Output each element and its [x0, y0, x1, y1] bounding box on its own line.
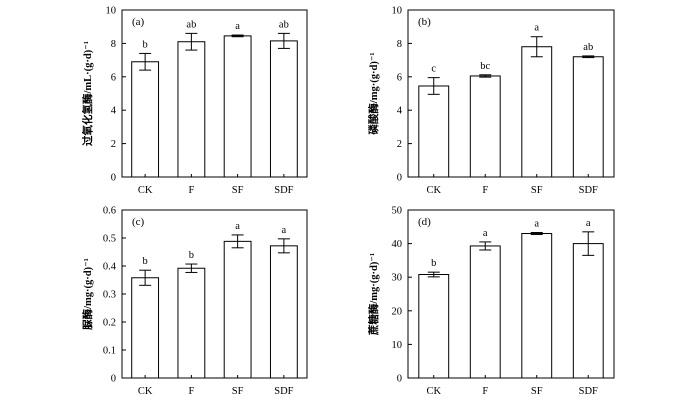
- ytick-label-c-0: 0: [111, 374, 116, 385]
- significance-label-c-3: a: [282, 225, 287, 236]
- significance-label-b-3: ab: [583, 42, 593, 53]
- significance-label-d-2: a: [534, 219, 539, 230]
- category-label-c-1: F: [188, 386, 194, 397]
- ytick-label-b-4: 8: [397, 39, 402, 50]
- category-label-a-2: SF: [232, 185, 244, 196]
- ytick-label-d-1: 10: [392, 340, 403, 351]
- category-label-d-0: CK: [426, 386, 441, 397]
- plot-frame-a: [121, 9, 308, 178]
- significance-label-a-2: a: [235, 21, 240, 32]
- category-label-b-0: CK: [426, 185, 441, 196]
- ytick-label-a-2: 4: [111, 106, 117, 117]
- plot-frame-d: [407, 209, 615, 379]
- ytick-label-b-2: 4: [397, 106, 403, 117]
- category-label-a-1: F: [188, 185, 194, 196]
- ytick-label-b-0: 0: [397, 173, 402, 184]
- bar-d-0: [418, 274, 450, 379]
- significance-label-b-2: a: [534, 23, 539, 34]
- ytick-label-c-6: 0.6: [103, 206, 116, 217]
- panel-label-c: (c): [132, 216, 145, 228]
- ytick-label-d-3: 30: [392, 273, 403, 284]
- ytick-label-b-1: 2: [397, 139, 402, 150]
- significance-label-d-0: b: [431, 258, 436, 269]
- significance-label-b-0: c: [431, 64, 436, 75]
- panel-b: 0 2 4 6 8 10 c CK bc Fa SF ab SDF (b) 磷酸酶/mg·(g·d)⁻¹: [367, 6, 615, 196]
- bar-d-3: [572, 243, 604, 379]
- category-label-d-2: SF: [531, 386, 543, 397]
- bar-c-3: [269, 245, 298, 379]
- ytick-label-a-1: 2: [111, 139, 116, 150]
- significance-label-c-0: b: [143, 256, 148, 267]
- significance-label-d-3: a: [586, 218, 591, 229]
- ytick-label-d-5: 50: [392, 206, 403, 217]
- significance-label-a-0: b: [143, 39, 148, 50]
- ytick-label-d-0: 0: [397, 374, 402, 385]
- ytick-label-a-4: 8: [111, 39, 116, 50]
- panel-label-a: (a): [132, 16, 145, 28]
- bar-b-3: [572, 56, 604, 178]
- category-label-b-1: F: [482, 185, 488, 196]
- ytick-label-b-5: 10: [392, 6, 403, 17]
- y-axis-title-b: 磷酸酶/mg·(g·d)⁻¹: [367, 52, 380, 134]
- significance-label-d-1: a: [483, 228, 488, 239]
- bar-d-2: [521, 233, 553, 379]
- bar-a-1: [177, 41, 206, 178]
- category-label-a-3: SDF: [274, 185, 293, 196]
- bar-b-2: [521, 46, 553, 178]
- panel-c: 0 0.1 0.2 0.3 0.4 0.5 0.6 b CK b Fa SF a SDF (c) 脲酶/mg·…: [81, 206, 308, 397]
- category-label-d-1: F: [482, 386, 488, 397]
- bar-a-0: [131, 61, 160, 178]
- category-label-c-0: CK: [138, 386, 153, 397]
- significance-label-b-1: bc: [480, 61, 490, 72]
- category-label-c-2: SF: [232, 386, 244, 397]
- panel-label-d: (d): [418, 216, 431, 228]
- ytick-label-d-2: 20: [392, 306, 403, 317]
- significance-label-c-1: b: [189, 250, 194, 261]
- ytick-label-c-5: 0.5: [103, 234, 116, 245]
- plot-frame-b: [407, 9, 615, 178]
- category-label-b-2: SF: [531, 185, 543, 196]
- significance-label-c-2: a: [235, 221, 240, 232]
- bar-c-1: [177, 267, 206, 379]
- ytick-label-c-1: 0.1: [103, 346, 116, 357]
- bar-a-3: [269, 40, 298, 178]
- category-label-b-3: SDF: [579, 185, 598, 196]
- bar-b-1: [469, 75, 501, 178]
- significance-label-a-3: ab: [279, 19, 289, 30]
- ytick-label-a-0: 0: [111, 173, 116, 184]
- y-axis-title-c: 脲酶/mg·(g·d)⁻¹: [81, 258, 94, 330]
- y-axis-title-a: 过氧化氢酶/mL·(g·d)⁻¹: [81, 41, 94, 146]
- category-label-a-0: CK: [138, 185, 153, 196]
- bar-c-0: [131, 277, 160, 379]
- ytick-label-c-4: 0.4: [103, 262, 117, 273]
- ytick-label-d-4: 40: [392, 239, 403, 250]
- category-label-c-3: SDF: [274, 386, 293, 397]
- bar-c-2: [223, 240, 252, 379]
- panel-d: 0 10 20 30 40 50 b CK a Fa SF a SDF (d) 蔗糖酶/mg·(g·d)⁻¹: [367, 206, 615, 397]
- bar-a-2: [223, 35, 252, 178]
- y-axis-title-d: 蔗糖酶/mg·(g·d)⁻¹: [367, 253, 380, 336]
- ytick-label-a-3: 6: [111, 72, 116, 83]
- ytick-label-b-3: 6: [397, 72, 402, 83]
- panel-a: 0 2 4 6 8 10 b CK ab Fa SF ab SDF (a) 过氧化氢酶/mL·(g·d)⁻¹: [81, 6, 308, 196]
- ytick-label-a-5: 10: [106, 6, 117, 17]
- bar-d-1: [469, 245, 501, 379]
- ytick-label-c-3: 0.3: [103, 290, 116, 301]
- ytick-label-c-2: 0.2: [103, 318, 116, 329]
- category-label-d-3: SDF: [579, 386, 598, 397]
- panel-label-b: (b): [418, 16, 431, 28]
- bar-b-0: [418, 85, 450, 178]
- significance-label-a-1: ab: [186, 19, 196, 30]
